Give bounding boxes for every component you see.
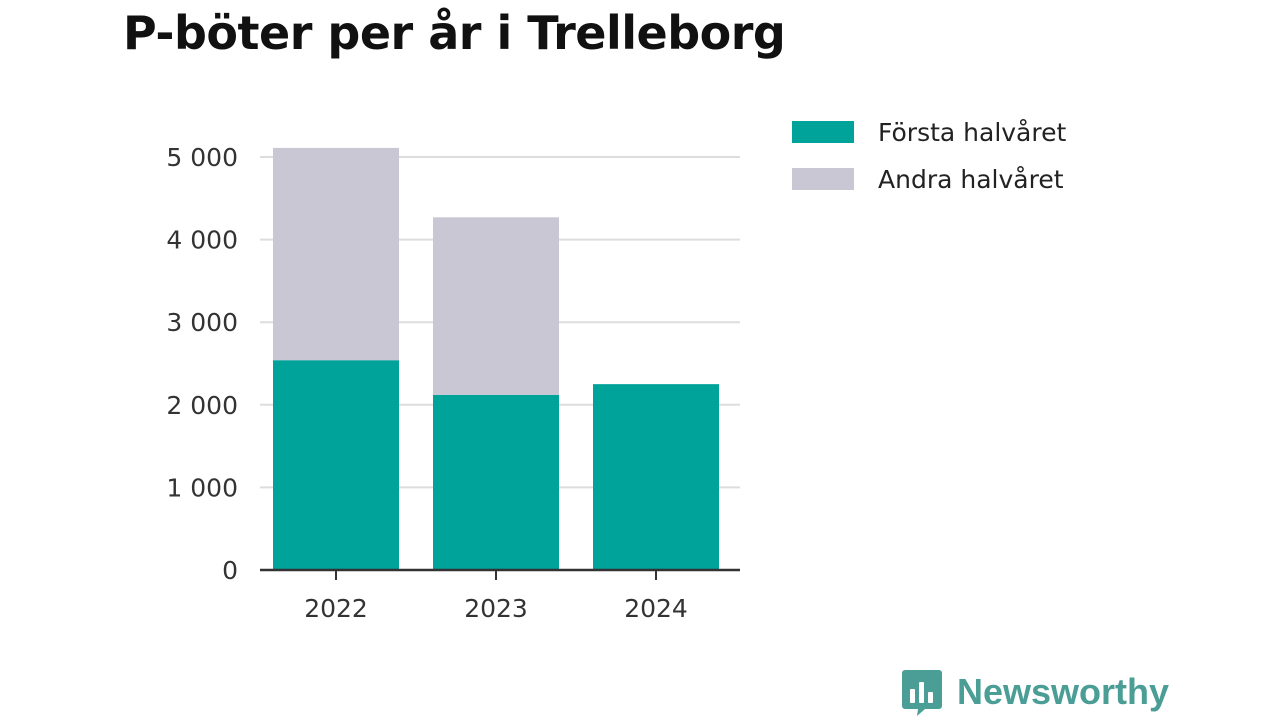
legend-item-forsta-halvaret: Första halvåret [792,114,1066,150]
brand-logo: Newsworthy [901,668,1169,716]
bar-2022-series-1 [273,360,399,570]
legend-label-andra-halvaret: Andra halvåret [878,164,1064,194]
y-axis-ticks: 0 1 000 2 000 3 000 4 000 5 000 [166,143,238,585]
bar-2024-series-1 [593,384,719,570]
legend-swatch-forsta-halvaret [792,121,854,143]
x-tick-label-2023: 2023 [464,594,528,623]
y-tick-label: 1 000 [166,473,238,502]
y-tick-label: 2 000 [166,391,238,420]
x-tick-label-2024: 2024 [624,594,688,623]
legend-swatch-andra-halvaret [792,168,854,190]
legend: Första halvåret Andra halvåret [792,114,1066,208]
x-tick-label-2022: 2022 [304,594,368,623]
bar-2023-series-1 [433,394,559,570]
brand-name: Newsworthy [957,671,1170,712]
x-axis-ticks: 2022 2023 2024 [304,570,688,623]
bars [273,147,719,570]
legend-item-andra-halvaret: Andra halvåret [792,161,1066,197]
chart-title: P-böter per år i Trelleborg [123,6,786,60]
y-tick-label: 0 [222,556,238,585]
legend-label-forsta-halvaret: Första halvåret [878,117,1067,147]
y-tick-label: 4 000 [166,226,238,255]
bar-2023-series-2 [433,217,559,395]
y-tick-label: 5 000 [166,143,238,172]
bar-chart-speech-bubble-icon [902,670,942,716]
bar-2022-series-2 [273,147,399,361]
y-tick-label: 3 000 [166,308,238,337]
